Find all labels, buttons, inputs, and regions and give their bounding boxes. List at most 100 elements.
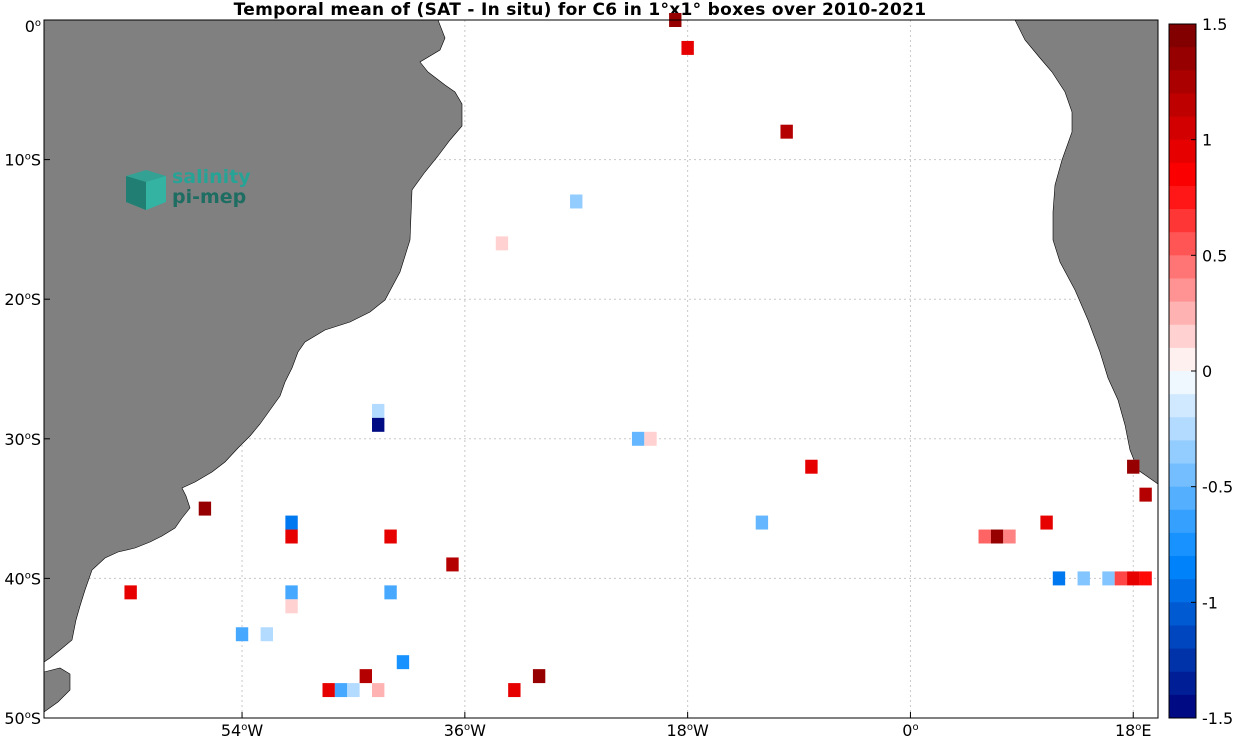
salinity-pi-mep-logo: salinity pi-mep [122, 166, 262, 214]
colorbar-segment [1169, 185, 1196, 210]
data-cell [285, 585, 298, 600]
y-axis: 0o 10oS 20oS 30oS 40oS 50oS [4, 17, 50, 728]
data-cell [805, 459, 818, 474]
colorbar-tick-label: 0.5 [1202, 246, 1227, 265]
colorbar-segment [1169, 301, 1196, 326]
data-cell [570, 194, 583, 209]
tick-label: 0o [25, 17, 41, 36]
data-cell [384, 585, 397, 600]
colorbar-segment [1169, 347, 1196, 372]
map-frame [43, 19, 1159, 719]
data-cell [631, 431, 645, 446]
colorbar-tick-label: -1.5 [1202, 709, 1233, 728]
logo-line2: pi-mep [172, 186, 247, 208]
colorbar-segment [1169, 394, 1196, 418]
data-cell [644, 431, 657, 446]
data-cells [124, 13, 1152, 698]
colorbar-segment [1169, 417, 1196, 441]
colorbar-segment [1169, 509, 1196, 534]
africa-land [1014, 20, 1158, 485]
colorbar-tick-label: -1 [1202, 593, 1218, 612]
data-cell [285, 599, 298, 614]
tick-label: 10oS [4, 151, 41, 170]
data-cell [334, 683, 348, 698]
colorbar-segment [1169, 625, 1196, 650]
data-cell [780, 124, 793, 139]
colorbar-tick-label: -0.5 [1202, 478, 1233, 497]
tick-label: 36oW [444, 721, 486, 740]
south-america-tip [44, 667, 71, 713]
colorbar-segment [1169, 278, 1196, 303]
colorbar-segment [1169, 648, 1196, 673]
colorbar-segment [1169, 24, 1196, 48]
map-title: Temporal mean of (SAT - In situ) for C6 … [233, 0, 927, 20]
colorbar-segment [1169, 255, 1196, 279]
data-cell [347, 683, 360, 698]
data-cell [322, 683, 335, 698]
data-cell [1003, 529, 1016, 544]
tick-label: 18oE [1115, 721, 1152, 740]
tick-label: 54oW [221, 721, 263, 740]
tick-label: 30oS [4, 430, 41, 449]
colorbar: 1.5 1 0.5 0 -0.5 -1 -1.5 [1168, 15, 1233, 728]
colorbar-segment [1169, 556, 1196, 580]
data-cell [1139, 571, 1152, 586]
data-cell [124, 585, 137, 600]
data-cell [1127, 459, 1140, 474]
colorbar-segment [1169, 486, 1196, 511]
colorbar-segment [1169, 232, 1196, 256]
data-cell [285, 529, 298, 544]
colorbar-segment [1169, 671, 1196, 696]
data-cell [495, 236, 509, 251]
data-cell [372, 403, 385, 418]
colorbar-tick-label: 1 [1202, 131, 1212, 150]
data-cell [384, 529, 397, 544]
data-cell [1127, 571, 1140, 586]
data-cell [1139, 487, 1152, 502]
data-cell [681, 40, 694, 55]
data-cell [372, 417, 385, 432]
data-cell [1077, 571, 1090, 586]
data-cell [1040, 515, 1053, 530]
colorbar-segment [1169, 162, 1196, 187]
data-cell [755, 515, 769, 530]
logo-cube-icon [126, 170, 166, 210]
tick-label: 0o [902, 721, 918, 740]
data-cell [285, 515, 298, 530]
logo-line1: salinity [172, 166, 251, 188]
tick-label: 50oS [4, 709, 41, 728]
data-cell [508, 683, 521, 698]
data-cell [446, 557, 459, 572]
colorbar-segment [1169, 371, 1196, 395]
data-cell [990, 529, 1004, 544]
tick-label: 18oW [666, 721, 708, 740]
colorbar-segment [1169, 93, 1196, 118]
data-cell [978, 529, 991, 544]
data-cell [1102, 571, 1115, 586]
x-axis: 54oW 36oW 18oW 0o 18oE [221, 712, 1152, 740]
colorbar-segment [1169, 579, 1196, 603]
data-cell [372, 683, 385, 698]
colorbar-segment [1169, 324, 1196, 349]
data-cell [396, 655, 410, 670]
colorbar-segment [1169, 532, 1196, 557]
colorbar-segment [1169, 463, 1196, 488]
tick-label: 20oS [4, 290, 41, 309]
data-cell [532, 669, 546, 684]
data-cell [198, 501, 212, 516]
data-cell [235, 627, 249, 642]
colorbar-segment [1169, 70, 1196, 94]
tick-label: 40oS [4, 569, 41, 588]
data-cell [1052, 571, 1066, 586]
colorbar-tick-label: 1.5 [1202, 15, 1227, 34]
colorbar-segment [1169, 116, 1196, 141]
data-cell [260, 627, 273, 642]
colorbar-segment [1169, 139, 1196, 164]
data-cell [359, 669, 373, 684]
colorbar-segment [1169, 440, 1196, 465]
colorbar-segment [1169, 47, 1196, 71]
data-cell [1114, 571, 1128, 586]
colorbar-segment [1169, 209, 1196, 233]
colorbar-tick-label: 0 [1202, 362, 1212, 381]
